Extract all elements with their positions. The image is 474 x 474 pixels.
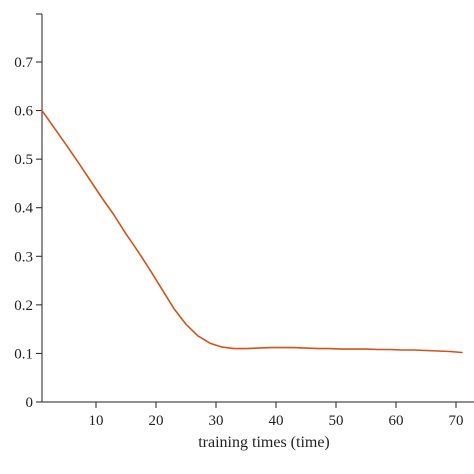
y-tick-label: 0.3 bbox=[14, 249, 33, 265]
y-ticks: 0 0.1 0.2 0.3 0.4 0.5 0.6 0.7 bbox=[14, 55, 42, 411]
x-tick-label: 10 bbox=[89, 413, 104, 429]
x-ticks: 10 20 30 40 50 60 70 bbox=[89, 402, 464, 429]
plot-frame bbox=[36, 13, 474, 403]
y-tick-label: 0.4 bbox=[14, 201, 33, 217]
y-tick-label: 0.7 bbox=[14, 55, 33, 71]
x-tick-label: 60 bbox=[389, 413, 404, 429]
series-layer bbox=[41, 109, 463, 354]
y-tick-label: 0.6 bbox=[14, 104, 33, 120]
x-tick-label: 50 bbox=[329, 413, 344, 429]
x-tick-label: 40 bbox=[269, 413, 284, 429]
x-tick-label: 20 bbox=[149, 413, 164, 429]
y-tick-label: 0 bbox=[26, 395, 34, 411]
y-tick-label: 0.5 bbox=[14, 152, 33, 168]
y-tick-label: 0.1 bbox=[14, 346, 33, 362]
y-tick-label: 0.2 bbox=[14, 298, 33, 314]
x-axis-title: training times (time) bbox=[198, 434, 330, 451]
x-tick-label: 70 bbox=[449, 413, 464, 429]
x-tick-label: 30 bbox=[209, 413, 224, 429]
series-line bbox=[41, 109, 463, 354]
